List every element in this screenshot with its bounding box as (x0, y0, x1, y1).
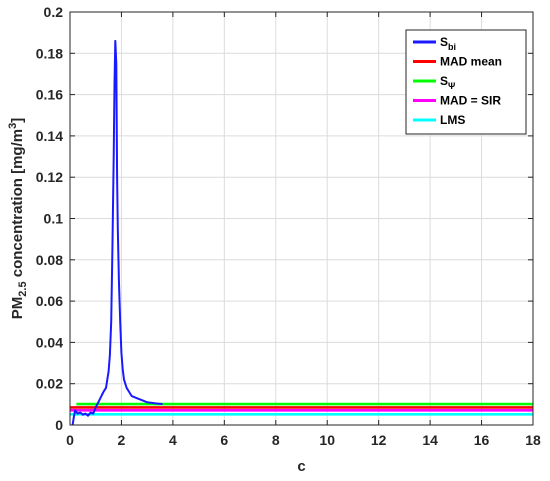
ticks: 0 2 4 6 8 10 12 14 16 18 0 0.02 0.04 0.06 0.08 0.1 0.12 0… (36, 4, 541, 448)
x-tick-label: 12 (371, 432, 387, 448)
y-tick-label: 0.2 (44, 4, 64, 20)
y-tick-label: 0.12 (36, 169, 63, 185)
y-axis-label-superscript: 3 (7, 123, 19, 129)
y-axis-label-suffix: ] (9, 118, 26, 123)
y-axis-label-subscript: 2.5 (17, 281, 29, 296)
x-axis-label: c (297, 458, 305, 475)
y-tick-label: 0 (55, 417, 63, 433)
y-axis-label: PM2.5 concentration [mg/m3] (7, 118, 29, 319)
y-tick-label: 0.08 (36, 252, 63, 268)
legend-label-3: MAD = SIR (440, 94, 501, 108)
y-tick-label: 0.1 (44, 211, 64, 227)
series-line-0 (71, 39, 163, 426)
y-axis-label-middle: concentration [mg/m (9, 129, 26, 282)
x-tick-label: 4 (169, 432, 177, 448)
y-axis-label-prefix: PM (9, 297, 26, 320)
y-tick-label: 0.18 (36, 45, 63, 61)
y-tick-label: 0.16 (36, 87, 63, 103)
x-tick-label: 2 (118, 432, 126, 448)
series-layer (70, 39, 533, 426)
y-tick-label: 0.06 (36, 293, 63, 309)
legend-label-0: Sbi (440, 35, 456, 52)
y-tick-label: 0.14 (36, 128, 63, 144)
legend: Sbi MAD mean SΨ MAD = SIR LMS (405, 29, 527, 135)
legend-label-4: LMS (440, 113, 465, 127)
x-tick-label: 14 (422, 432, 438, 448)
y-tick-label: 0.02 (36, 376, 63, 392)
x-tick-label: 18 (525, 432, 541, 448)
y-tick-label: 0.04 (36, 334, 63, 350)
legend-label-2: SΨ (440, 74, 455, 91)
legend-label-1: MAD mean (440, 55, 502, 69)
x-tick-label: 6 (220, 432, 228, 448)
x-tick-label: 8 (272, 432, 280, 448)
x-tick-label: 10 (319, 432, 335, 448)
x-tick-label: 0 (66, 432, 74, 448)
x-tick-label: 16 (474, 432, 490, 448)
